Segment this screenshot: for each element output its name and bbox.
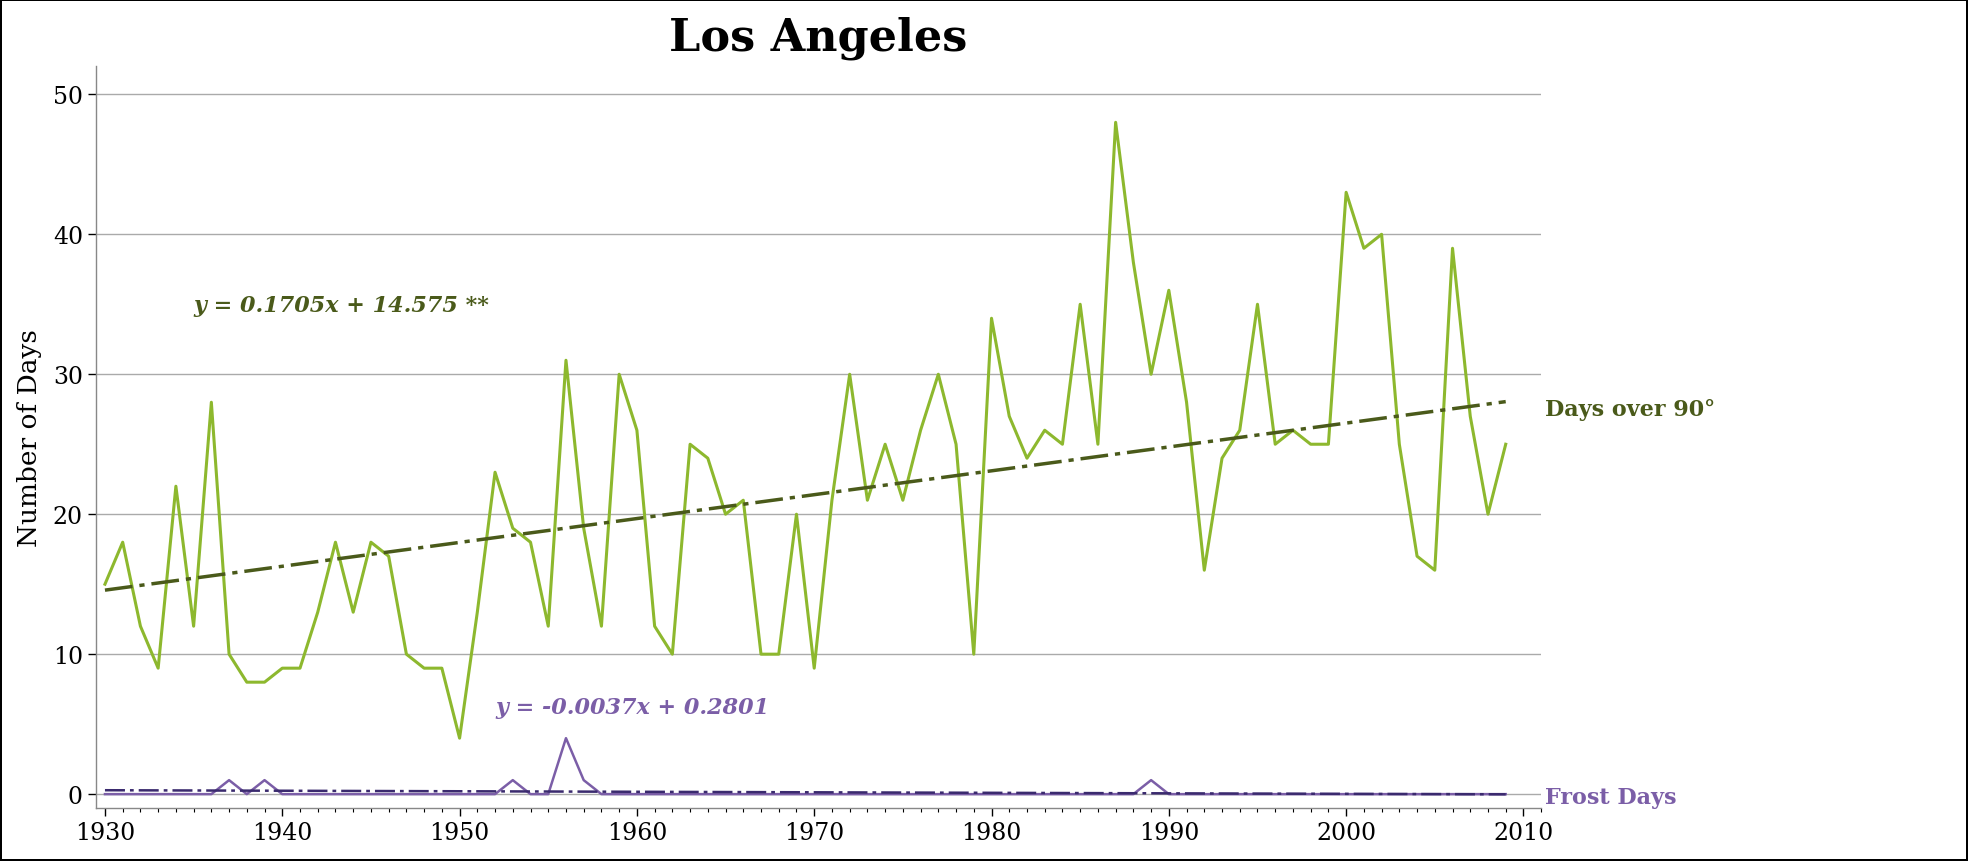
Text: Frost Days: Frost Days <box>1545 786 1677 808</box>
Text: y = -0.0037x + 0.2801: y = -0.0037x + 0.2801 <box>496 697 769 718</box>
Text: Days over 90°: Days over 90° <box>1545 399 1714 421</box>
Text: y = 0.1705x + 14.575 **: y = 0.1705x + 14.575 ** <box>193 295 490 317</box>
Y-axis label: Number of Days: Number of Days <box>16 329 41 547</box>
Title: Los Angeles: Los Angeles <box>669 16 968 60</box>
